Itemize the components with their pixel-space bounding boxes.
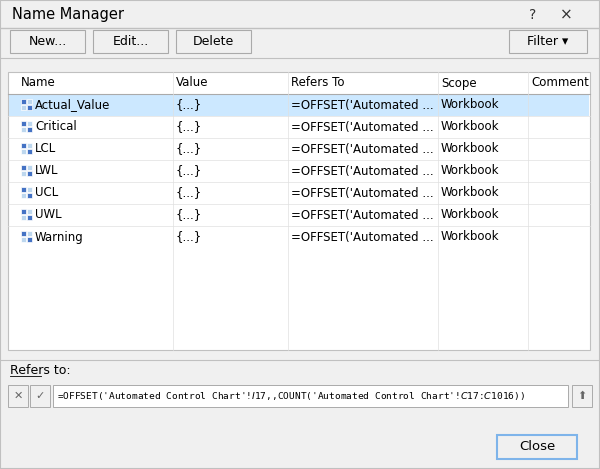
Bar (53, 385, 568, 407)
Bar (21, 188, 26, 192)
Text: Workbook: Workbook (441, 143, 499, 156)
Bar (27, 121, 32, 127)
Bar (21, 128, 26, 133)
Bar (21, 121, 26, 127)
Bar (21, 210, 26, 214)
Text: Workbook: Workbook (441, 230, 499, 243)
Text: Warning: Warning (35, 230, 84, 243)
Bar (10, 30, 85, 53)
Text: Refers To: Refers To (291, 76, 344, 90)
Text: Value: Value (176, 76, 209, 90)
Bar (27, 150, 32, 154)
Bar (30, 385, 50, 407)
Text: =OFFSET('Automated ...: =OFFSET('Automated ... (291, 98, 434, 112)
Text: {...}: {...} (176, 98, 202, 112)
Bar (27, 99, 32, 105)
Text: Critical: Critical (35, 121, 77, 134)
Text: LCL: LCL (35, 143, 56, 156)
Bar (27, 210, 32, 214)
Text: ✕: ✕ (13, 391, 23, 401)
Text: Scope: Scope (441, 76, 476, 90)
Bar (176, 30, 251, 53)
Bar (21, 144, 26, 149)
Bar (27, 144, 32, 149)
Text: Filter ▾: Filter ▾ (527, 35, 569, 48)
Bar (21, 106, 26, 111)
Text: UCL: UCL (35, 187, 58, 199)
Text: Edit...: Edit... (112, 35, 149, 48)
Text: =OFFSET('Automated ...: =OFFSET('Automated ... (291, 121, 434, 134)
Text: =OFFSET('Automated ...: =OFFSET('Automated ... (291, 143, 434, 156)
Text: {...}: {...} (176, 209, 202, 221)
Bar (27, 237, 32, 242)
Text: Actual_Value: Actual_Value (35, 98, 110, 112)
Text: New...: New... (28, 35, 67, 48)
Text: =OFFSET('Automated ...: =OFFSET('Automated ... (291, 209, 434, 221)
Text: Name Manager: Name Manager (12, 7, 124, 22)
Bar (9, 94, 589, 116)
Text: =OFFSET('Automated ...: =OFFSET('Automated ... (291, 165, 434, 177)
Text: {...}: {...} (176, 230, 202, 243)
Bar (27, 106, 32, 111)
Bar (21, 150, 26, 154)
Bar (27, 128, 32, 133)
Bar (27, 166, 32, 171)
Text: =OFFSET('Automated ...: =OFFSET('Automated ... (291, 187, 434, 199)
Bar (27, 188, 32, 192)
Text: Workbook: Workbook (441, 165, 499, 177)
Text: {...}: {...} (176, 165, 202, 177)
Text: =OFFSET('Automated Control Chart'!$I$17,,COUNT('Automated Control Chart'!$C$17:$: =OFFSET('Automated Control Chart'!$I$17,… (57, 390, 525, 402)
Text: Workbook: Workbook (441, 98, 499, 112)
Text: UWL: UWL (35, 209, 62, 221)
Text: Comment: Comment (531, 76, 589, 90)
Bar (497, 435, 577, 459)
Text: Delete: Delete (193, 35, 234, 48)
Bar (21, 99, 26, 105)
Bar (509, 30, 587, 53)
Bar (8, 385, 28, 407)
Bar (572, 385, 592, 407)
Text: {...}: {...} (176, 121, 202, 134)
Text: Workbook: Workbook (441, 187, 499, 199)
Text: LWL: LWL (35, 165, 59, 177)
Bar (21, 215, 26, 220)
Bar (21, 166, 26, 171)
Bar (27, 232, 32, 236)
Bar (21, 172, 26, 176)
Bar (21, 237, 26, 242)
Bar (27, 172, 32, 176)
Text: Workbook: Workbook (441, 209, 499, 221)
Text: =OFFSET('Automated ...: =OFFSET('Automated ... (291, 230, 434, 243)
Text: ?: ? (529, 8, 536, 22)
Bar (27, 194, 32, 198)
Bar (21, 194, 26, 198)
Bar (93, 30, 168, 53)
Text: Workbook: Workbook (441, 121, 499, 134)
Text: ×: × (560, 8, 572, 23)
Text: ⬆: ⬆ (577, 391, 587, 401)
Text: ✓: ✓ (35, 391, 44, 401)
Bar (8, 72, 590, 350)
Text: Close: Close (519, 440, 555, 454)
Bar (21, 232, 26, 236)
Text: {...}: {...} (176, 187, 202, 199)
Bar (27, 215, 32, 220)
Text: Name: Name (21, 76, 56, 90)
Text: {...}: {...} (176, 143, 202, 156)
Text: Refers to:: Refers to: (10, 363, 71, 377)
